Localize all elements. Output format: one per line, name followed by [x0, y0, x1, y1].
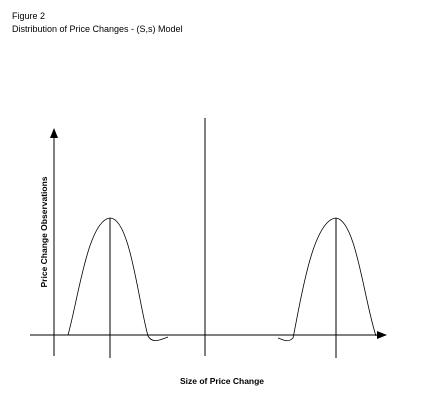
figure-label: Figure 2	[12, 11, 45, 21]
y-axis-label: Price Change Observations	[39, 176, 49, 287]
right-distribution	[277, 217, 377, 342]
left-distribution	[67, 217, 169, 342]
y-axis-arrow	[50, 128, 58, 138]
x-axis-label: Size of Price Change	[180, 376, 264, 386]
figure-title: Distribution of Price Changes - (S,s) Mo…	[12, 24, 183, 34]
x-axis-arrow	[377, 331, 387, 339]
